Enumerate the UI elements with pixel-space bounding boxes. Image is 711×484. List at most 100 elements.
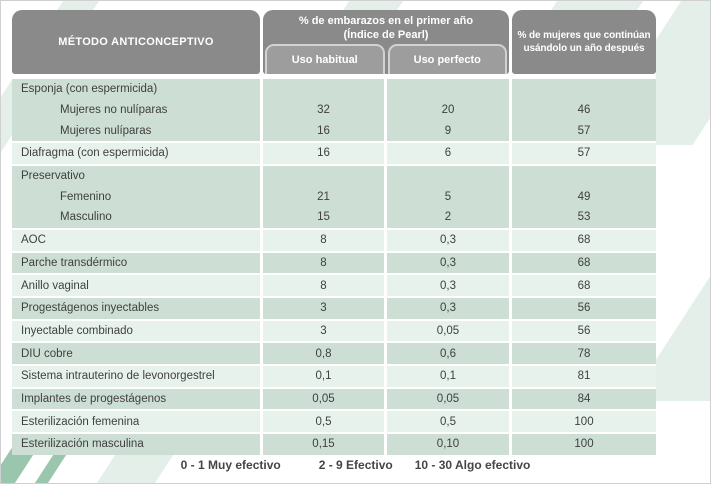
uso-habitual-value: 0,5 (263, 411, 384, 432)
uso-habitual-value: 8 (263, 229, 384, 251)
uso-perfecto-value: 0,3 (387, 229, 509, 251)
table-row: Parche transdérmico 8 0,3 68 (12, 252, 656, 274)
continuation-value: 68 (512, 229, 656, 251)
continuation-value (512, 79, 656, 100)
table-row: Diafragma (con espermicida) 16 6 57 (12, 143, 656, 164)
uso-perfecto-value: 0,3 (387, 297, 509, 319)
uso-perfecto-value: 5 (387, 186, 509, 208)
uso-habitual-value: 32 (263, 99, 384, 121)
method-label: Inyectable combinado (12, 320, 260, 342)
uso-perfecto-value: 0,05 (387, 320, 509, 342)
contraceptive-methods-table: MÉTODO ANTICONCEPTIVO % de embarazos en … (12, 10, 656, 455)
header-continuation-column: % de mujeres que continúan usándolo un a… (512, 10, 656, 74)
continuation-value: 57 (512, 143, 656, 164)
uso-habitual-value: 15 (263, 207, 384, 228)
method-label: Esterilización masculina (12, 434, 260, 455)
continuation-value: 78 (512, 343, 656, 364)
continuation-line1: % de mujeres que continúan (517, 30, 651, 41)
pearl-title-line2: (Índice de Pearl) (343, 28, 429, 41)
continuation-value: 100 (512, 434, 656, 455)
continuation-value: 81 (512, 365, 656, 387)
uso-perfecto-value (387, 79, 509, 100)
uso-habitual-value: 3 (263, 320, 384, 342)
table-row: Sistema intrauterino de levonorgestrel 0,… (12, 365, 656, 387)
table-row: Implantes de progestágenos 0,05 0,05 84 (12, 388, 656, 410)
table-header: MÉTODO ANTICONCEPTIVO % de embarazos en … (12, 10, 656, 74)
method-label: DIU cobre (12, 343, 260, 364)
uso-perfecto-value: 6 (387, 143, 509, 164)
method-label: Progestágenos inyectables (12, 297, 260, 319)
uso-habitual-value: 16 (263, 143, 384, 164)
uso-habitual-value: 0,1 (263, 365, 384, 387)
uso-perfecto-value: 0,5 (387, 411, 509, 432)
table-row: Esponja (con espermicida) (12, 79, 656, 100)
table-body: Esponja (con espermicida) Mujeres no nulí… (12, 79, 656, 455)
table-row: Anillo vaginal 8 0,3 68 (12, 275, 656, 296)
header-method-column: MÉTODO ANTICONCEPTIVO (12, 10, 260, 74)
continuation-value: 68 (512, 275, 656, 296)
method-label: Sistema intrauterino de levonorgestrel (12, 365, 260, 387)
header-uso-perfecto: Uso perfecto (387, 44, 507, 74)
method-label: Anillo vaginal (12, 275, 260, 296)
method-label: Diafragma (con espermicida) (12, 143, 260, 164)
uso-habitual-value: 8 (263, 252, 384, 274)
pearl-title-line1: % de embarazos en el primer año (298, 14, 474, 27)
table-row: Masculino 15 2 53 (12, 207, 656, 228)
method-label: Parche transdérmico (12, 252, 260, 274)
method-label: Mujeres nulíparas (12, 120, 260, 142)
table-row: Esterilización femenina 0,5 0,5 100 (12, 411, 656, 432)
continuation-line2: usándolo un año después (523, 43, 645, 54)
uso-perfecto-value: 2 (387, 207, 509, 228)
uso-perfecto-value: 20 (387, 99, 509, 121)
legend-algo-efectivo: 10 - 30 Algo efectivo (414, 458, 531, 472)
method-label: Femenino (12, 186, 260, 208)
uso-habitual-value (263, 79, 384, 100)
header-pearl-subcolumns: Uso habitual Uso perfecto (263, 44, 509, 74)
uso-habitual-value: 0,15 (263, 434, 384, 455)
method-label: Implantes de progestágenos (12, 388, 260, 410)
uso-perfecto-value (387, 165, 509, 187)
header-pearl-group: % de embarazos en el primer año (Índice … (263, 10, 509, 74)
continuation-value: 53 (512, 207, 656, 228)
continuation-value: 100 (512, 411, 656, 432)
table-row: Mujeres nulíparas 16 9 57 (12, 120, 656, 142)
continuation-value: 49 (512, 186, 656, 208)
uso-perfecto-value: 0,1 (387, 365, 509, 387)
method-label: Preservativo (12, 165, 260, 187)
continuation-value: 56 (512, 320, 656, 342)
method-label: AOC (12, 229, 260, 251)
uso-perfecto-value: 9 (387, 120, 509, 142)
table-row: DIU cobre 0,8 0,6 78 (12, 343, 656, 364)
table-row: Preservativo (12, 165, 656, 187)
method-label: Esterilización femenina (12, 411, 260, 432)
table-row: Esterilización masculina 0,15 0,10 100 (12, 434, 656, 455)
header-uso-habitual: Uso habitual (265, 44, 385, 74)
method-label: Masculino (12, 207, 260, 228)
uso-habitual-value: 3 (263, 297, 384, 319)
table-row: Femenino 21 5 49 (12, 186, 656, 208)
table-row: AOC 8 0,3 68 (12, 229, 656, 251)
uso-perfecto-value: 0,05 (387, 388, 509, 410)
table-row: Progestágenos inyectables 3 0,3 56 (12, 297, 656, 319)
method-label: Mujeres no nulíparas (12, 99, 260, 121)
legend-efectivo: 2 - 9 Efectivo (318, 458, 393, 472)
uso-habitual-value (263, 165, 384, 187)
uso-perfecto-value: 0,6 (387, 343, 509, 364)
method-label: Esponja (con espermicida) (12, 79, 260, 100)
uso-habitual-value: 16 (263, 120, 384, 142)
legend-muy-efectivo: 0 - 1 Muy efectivo (180, 458, 281, 472)
uso-perfecto-value: 0,3 (387, 252, 509, 274)
continuation-value (512, 165, 656, 187)
uso-habitual-value: 0,05 (263, 388, 384, 410)
uso-perfecto-value: 0,3 (387, 275, 509, 296)
continuation-value: 46 (512, 99, 656, 121)
uso-habitual-value: 21 (263, 186, 384, 208)
continuation-value: 68 (512, 252, 656, 274)
header-pearl-title: % de embarazos en el primer año (Índice … (263, 10, 509, 44)
continuation-value: 57 (512, 120, 656, 142)
uso-habitual-value: 0,8 (263, 343, 384, 364)
uso-habitual-value: 8 (263, 275, 384, 296)
table-row: Mujeres no nulíparas 32 20 46 (12, 99, 656, 121)
uso-perfecto-value: 0,10 (387, 434, 509, 455)
